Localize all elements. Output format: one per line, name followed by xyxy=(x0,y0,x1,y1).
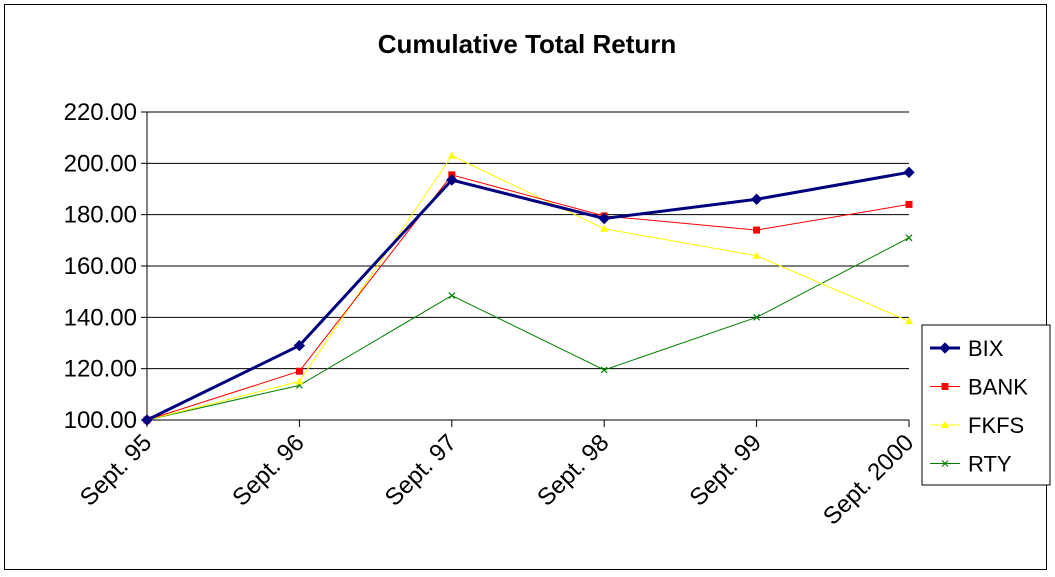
data-point-bix xyxy=(141,414,153,426)
y-tick-label: 120.00 xyxy=(64,356,137,383)
x-tick-label: Sept. 99 xyxy=(685,429,767,511)
x-tick-label: Sept. 95 xyxy=(75,429,157,511)
data-point-fkfs xyxy=(600,224,609,232)
data-point-bix xyxy=(750,193,763,205)
legend: BIX BANK FKFS RTY xyxy=(921,324,1051,486)
data-point-fkfs xyxy=(447,151,456,159)
series-line-rty xyxy=(146,237,910,421)
x-tick-label: Sept. 96 xyxy=(227,429,309,511)
data-point-bank xyxy=(753,226,761,234)
legend-label-fkfs: FKFS xyxy=(968,413,1024,438)
series-line-bank xyxy=(146,174,910,421)
chart-frame xyxy=(4,4,1047,570)
legend-marker-fkfs xyxy=(941,421,949,428)
x-tick-label: Sept. 2000 xyxy=(818,429,919,530)
y-tick-label: 180.00 xyxy=(64,202,137,229)
y-tick-label: 200.00 xyxy=(64,150,137,177)
data-point-bix xyxy=(903,166,915,179)
legend-marker-bank xyxy=(941,383,949,390)
x-tick-label: Sept. 97 xyxy=(380,429,462,511)
y-tick-label: 220.00 xyxy=(64,99,137,126)
legend-label-bix: BIX xyxy=(968,336,1004,361)
data-point-bank xyxy=(905,200,913,208)
series-line-fkfs xyxy=(146,154,910,421)
chart-title: Cumulative Total Return xyxy=(378,29,677,59)
series-line-bix xyxy=(146,170,910,422)
data-point-bix xyxy=(598,212,610,225)
y-tick-label: 100.00 xyxy=(64,407,137,434)
data-point-fkfs xyxy=(295,377,304,385)
data-point-bank xyxy=(295,367,303,375)
data-point-fkfs xyxy=(752,251,761,259)
series-layer xyxy=(141,151,915,426)
grid-layer xyxy=(147,111,909,421)
y-tick-label: 160.00 xyxy=(64,253,137,280)
x-tick-label: Sept. 98 xyxy=(532,429,614,511)
legend-marker-rty xyxy=(941,460,949,467)
data-point-rty xyxy=(448,292,456,299)
data-point-bix xyxy=(446,174,458,186)
data-point-bix xyxy=(293,339,306,352)
y-tick-label: 140.00 xyxy=(64,304,137,331)
legend-marker-bix xyxy=(939,342,951,354)
legend-label-bank: BANK xyxy=(968,375,1028,400)
data-point-rty xyxy=(905,234,913,242)
legend-label-rty: RTY xyxy=(968,452,1012,477)
data-point-rty xyxy=(753,313,761,321)
data-point-rty xyxy=(600,366,608,374)
data-point-fkfs xyxy=(905,317,913,325)
